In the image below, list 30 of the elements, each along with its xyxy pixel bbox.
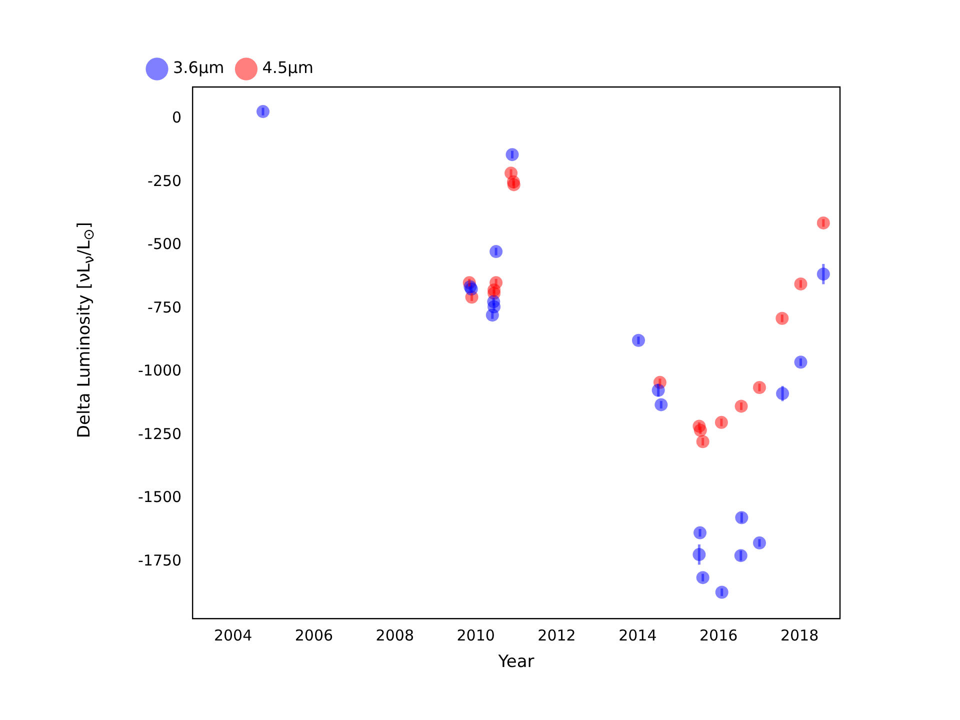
y-tick-label: -250 [148,172,182,190]
x-tick-label: 2006 [294,626,334,644]
y-tick-label: -1250 [138,424,182,443]
point [696,435,710,448]
point [490,245,503,258]
y-tick-label: -500 [148,235,182,254]
y-tick-label: -1500 [138,488,182,506]
y-tick-label: 0 [172,108,182,127]
x-tick-label: 2016 [700,626,738,644]
x-tick-label: 2004 [214,626,252,644]
point [632,334,645,347]
point [256,105,270,118]
x-tick-label: 2010 [456,626,495,644]
x-axis-title: Year [497,652,534,672]
y-tick-label: -1000 [138,362,182,380]
legend-label: 3.6μm [173,58,224,78]
point [816,216,830,230]
y-tick-label: -750 [148,298,182,316]
point [752,536,766,550]
point [696,571,710,584]
legend-label: 4.5μm [262,58,314,78]
y-tick-label: -1750 [138,552,182,570]
point [714,416,728,429]
x-tick-label: 2012 [538,626,576,644]
point [654,398,668,412]
x-tick-label: 2014 [618,626,657,644]
point [776,312,789,325]
x-tick-label: 2018 [780,626,819,644]
point [752,380,766,394]
x-tick-label: 2008 [376,626,414,644]
